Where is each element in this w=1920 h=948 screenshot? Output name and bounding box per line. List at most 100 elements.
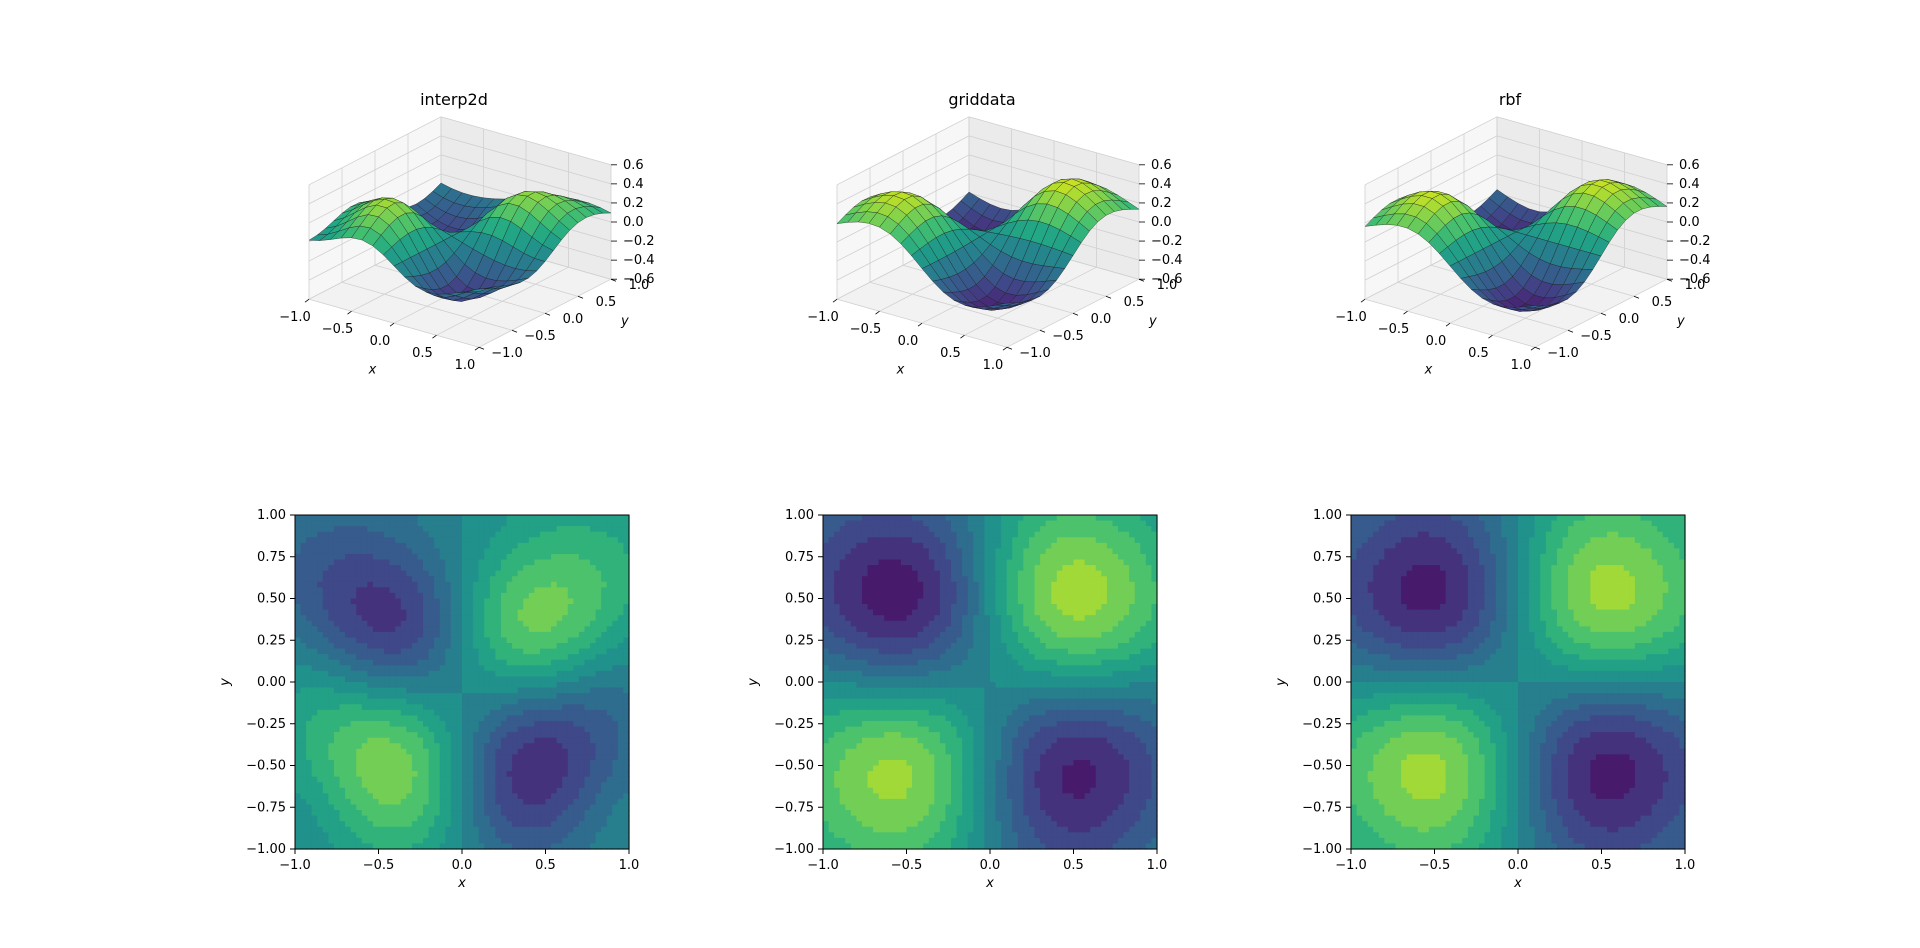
x-axis-label: x bbox=[368, 363, 377, 378]
contour-cell bbox=[423, 726, 430, 733]
contour-cell bbox=[545, 754, 552, 761]
y-tick-label: 0.5 bbox=[596, 295, 617, 310]
contour-cell bbox=[400, 709, 407, 716]
z-tick-label: 0.2 bbox=[1151, 196, 1172, 211]
contour-cell bbox=[617, 720, 625, 728]
contour-cell bbox=[489, 698, 496, 705]
contour-cell bbox=[350, 643, 357, 650]
contour-cell bbox=[467, 565, 474, 572]
contour-cell bbox=[445, 548, 452, 555]
contour-cell bbox=[400, 592, 407, 600]
contour-cell bbox=[823, 776, 830, 783]
contour-cell bbox=[506, 709, 513, 716]
contour-cell bbox=[378, 592, 385, 600]
contour-cell bbox=[311, 709, 318, 716]
contour-cell bbox=[384, 815, 391, 822]
contour-cell bbox=[378, 810, 385, 817]
contour-cell bbox=[506, 687, 513, 694]
contour-cell bbox=[300, 832, 307, 839]
contour-cell bbox=[850, 626, 857, 633]
contour-cell bbox=[478, 542, 485, 549]
contour-cell bbox=[406, 576, 413, 583]
contour-cell bbox=[406, 654, 413, 661]
contour-cell bbox=[590, 676, 597, 683]
contour-cell bbox=[300, 648, 307, 655]
contour-cell bbox=[406, 687, 413, 694]
contour-cell bbox=[573, 709, 580, 716]
contour-cell bbox=[850, 520, 857, 527]
contour-cell bbox=[400, 815, 407, 822]
contour-cell bbox=[345, 676, 352, 683]
contour-cell bbox=[378, 643, 385, 650]
contour-cell bbox=[473, 654, 480, 661]
contour-cell bbox=[556, 704, 563, 711]
contour-cell bbox=[456, 704, 463, 711]
contour-cell bbox=[423, 548, 430, 555]
contour-cell bbox=[523, 604, 530, 611]
contour-cell bbox=[500, 537, 508, 544]
contour-cell bbox=[462, 832, 469, 839]
contour-cell bbox=[467, 704, 474, 711]
contour-cell bbox=[384, 598, 391, 605]
contour-cell bbox=[478, 631, 485, 639]
contour-cell bbox=[462, 537, 469, 544]
contour-cell bbox=[534, 793, 541, 800]
contour-cell bbox=[539, 515, 547, 522]
contour-cell bbox=[339, 704, 346, 711]
contour-cell bbox=[562, 609, 569, 616]
contour-cell bbox=[395, 776, 402, 783]
contour-cell bbox=[378, 665, 385, 672]
contour-cell bbox=[473, 676, 480, 683]
contour-cell bbox=[306, 798, 313, 806]
contour-cell bbox=[462, 609, 469, 616]
contour-cell bbox=[339, 693, 346, 700]
contour-cell bbox=[484, 609, 491, 616]
contour-cell bbox=[556, 771, 563, 778]
y-tick-label: 0.5 bbox=[1652, 295, 1673, 310]
contour-cell bbox=[556, 553, 563, 561]
contour-cell bbox=[295, 526, 302, 533]
contour-cell bbox=[500, 631, 508, 639]
contour-cell bbox=[400, 587, 407, 594]
contour-cell bbox=[445, 515, 452, 522]
contour-cell bbox=[389, 693, 396, 700]
contour-cell bbox=[562, 832, 569, 839]
contour-cell bbox=[445, 815, 452, 822]
contour-cell bbox=[300, 737, 307, 744]
contour-cell bbox=[328, 626, 335, 633]
contour-cell bbox=[372, 515, 380, 522]
contour-cell bbox=[500, 776, 508, 783]
contour-cell bbox=[545, 637, 552, 644]
contour-cell bbox=[345, 631, 352, 639]
contour-cell bbox=[539, 810, 547, 817]
contour-cell bbox=[317, 598, 324, 605]
contour-cell bbox=[339, 837, 346, 845]
contour-cell bbox=[506, 609, 513, 616]
contour-cell bbox=[361, 776, 368, 783]
contour-cell bbox=[567, 620, 574, 627]
contour-cell bbox=[551, 581, 558, 588]
contour-cell bbox=[584, 782, 591, 789]
contour-cell bbox=[534, 810, 541, 817]
contour-cell bbox=[473, 542, 480, 549]
contour-cell bbox=[372, 693, 380, 700]
contour-cell bbox=[839, 620, 846, 627]
contour-cell bbox=[484, 559, 491, 566]
contour-cell bbox=[545, 693, 552, 700]
contour-cell bbox=[467, 743, 474, 750]
contour-cell bbox=[439, 559, 446, 566]
contour-cell bbox=[528, 765, 535, 772]
contour-cell bbox=[834, 765, 841, 772]
contour-cell bbox=[356, 559, 363, 566]
contour-cell bbox=[311, 526, 318, 533]
contour-cell bbox=[350, 553, 357, 561]
contour-cell bbox=[350, 682, 357, 689]
contour-cell bbox=[551, 609, 558, 616]
contour-cell bbox=[539, 643, 547, 650]
contour-cell bbox=[306, 837, 313, 845]
contour-cell bbox=[428, 787, 435, 794]
contour-cell bbox=[300, 693, 307, 700]
contour-cell bbox=[411, 570, 419, 577]
contour-cell bbox=[450, 581, 458, 588]
contour-cell bbox=[395, 732, 402, 739]
